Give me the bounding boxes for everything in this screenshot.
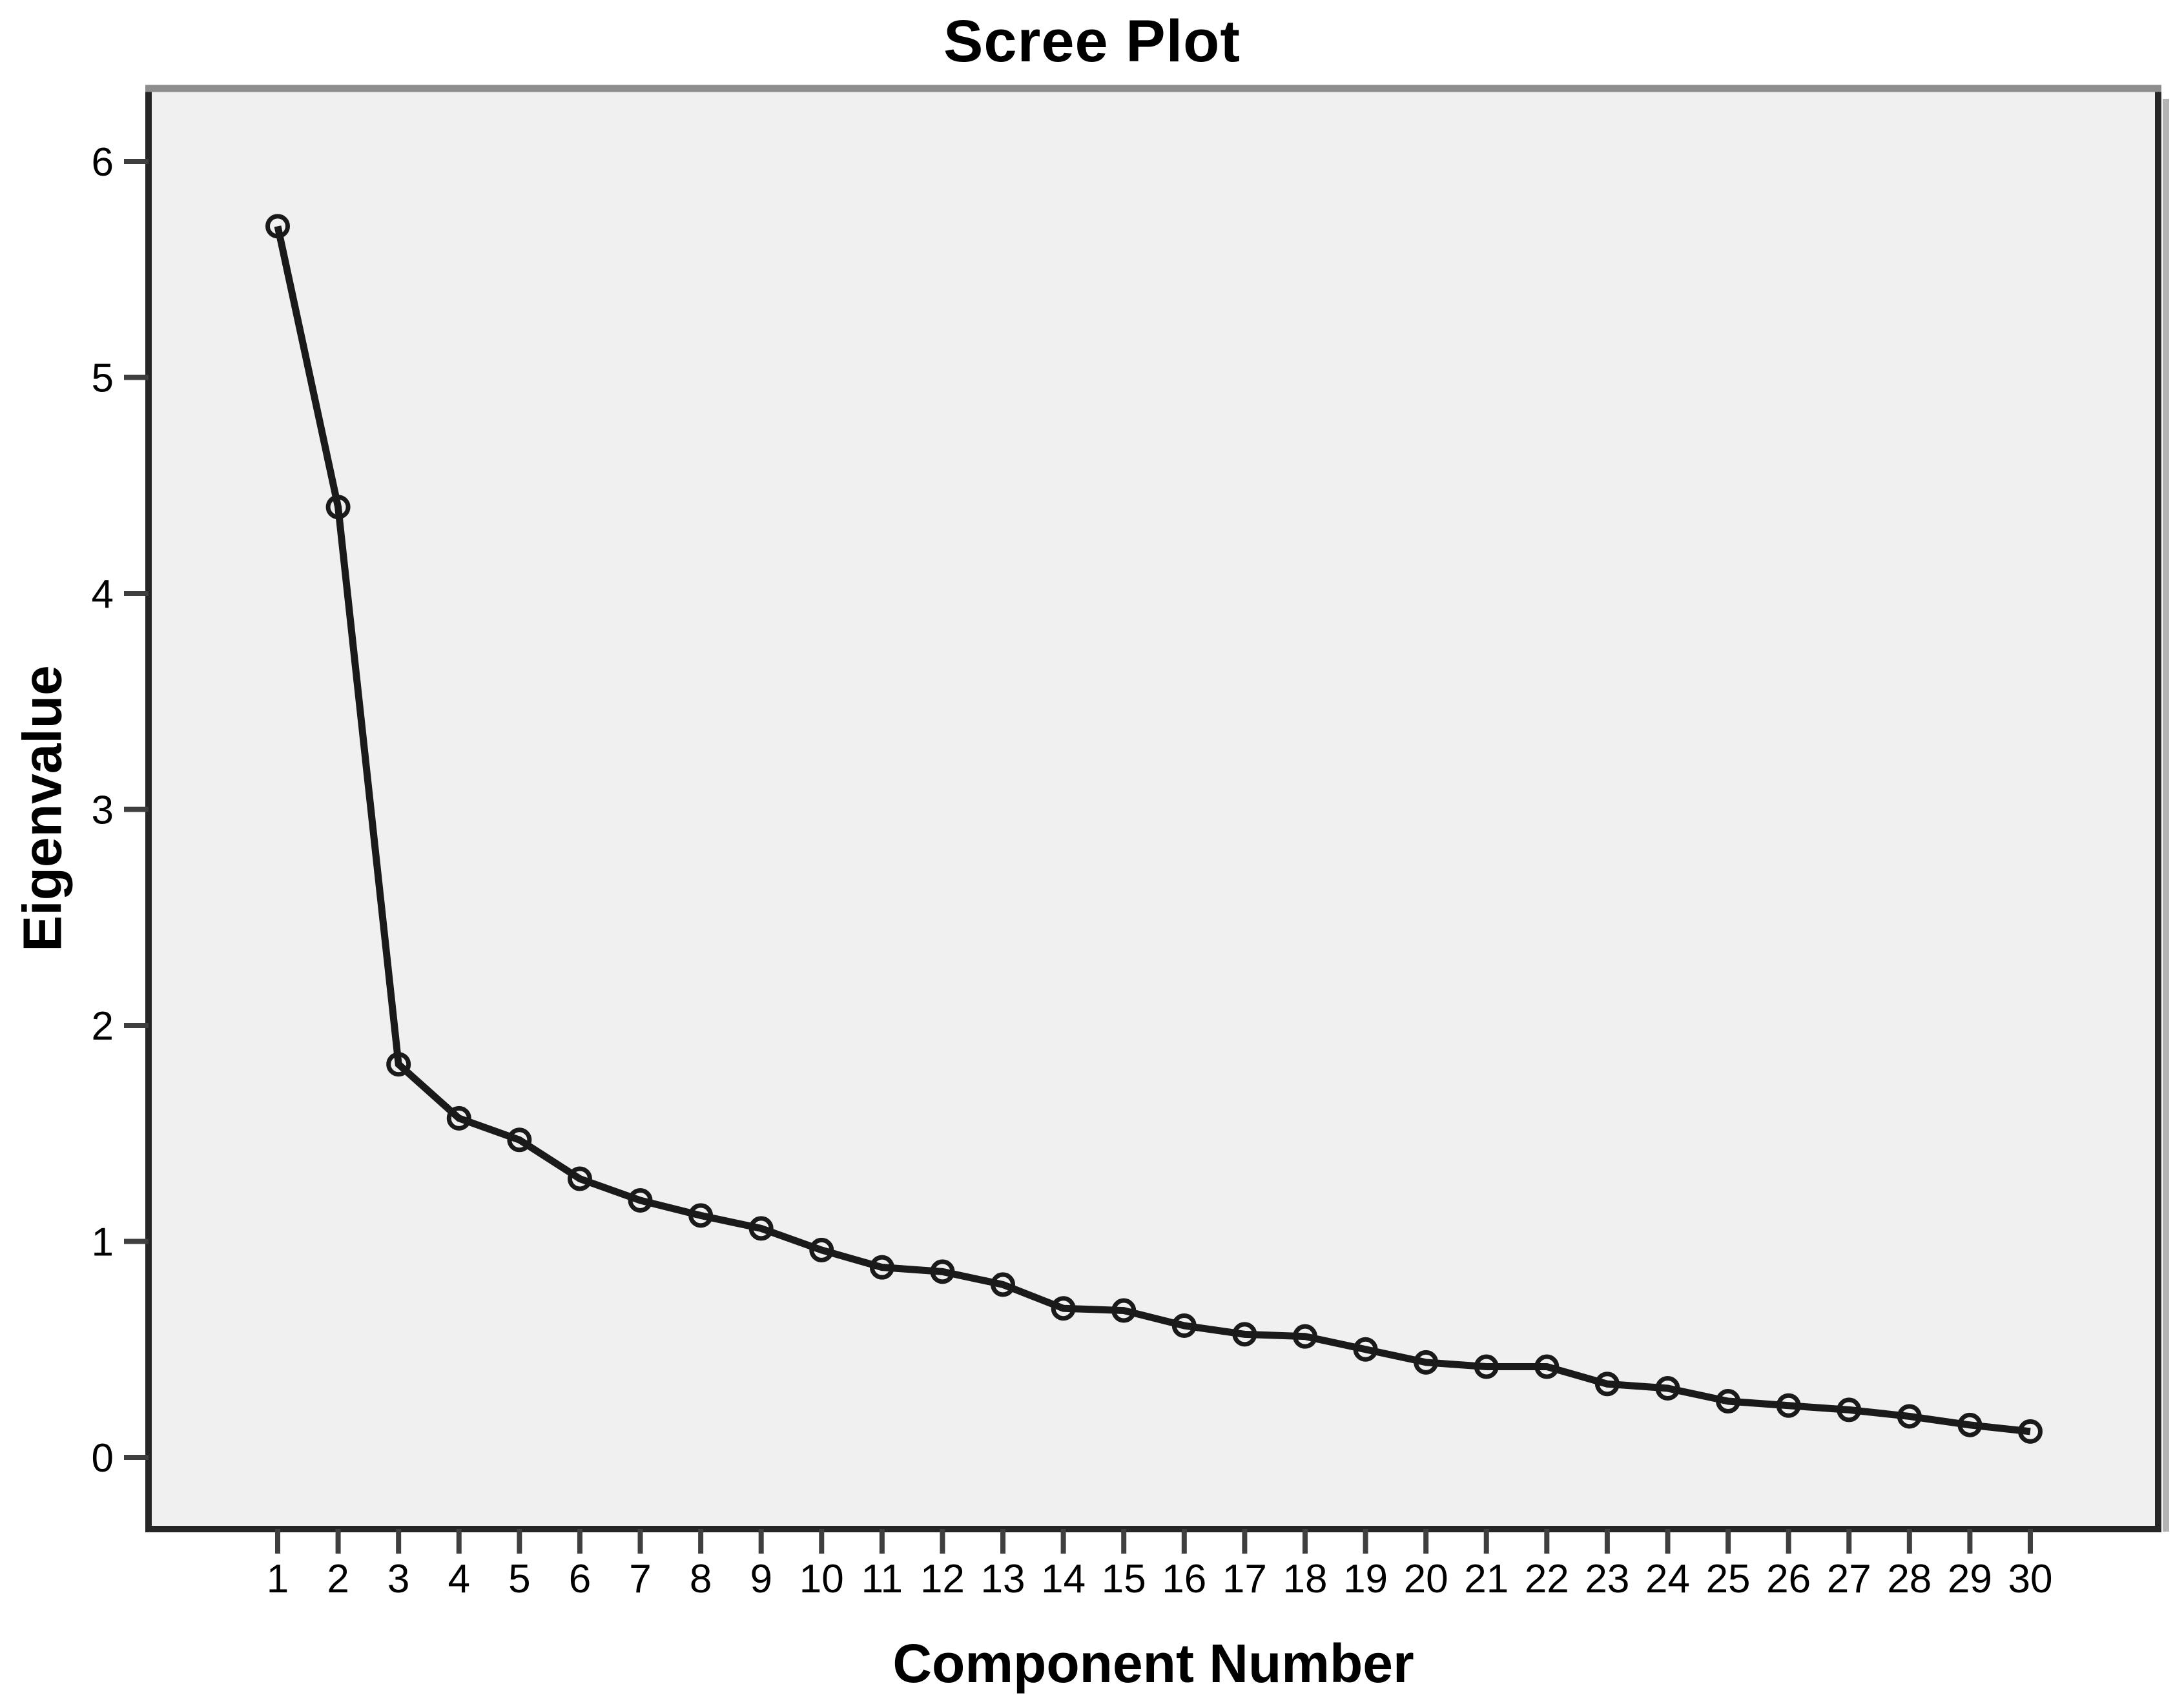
- y-tick-label: 2: [92, 1004, 114, 1049]
- x-tick-label: 11: [861, 1557, 903, 1601]
- data-point-marker: [809, 1237, 834, 1262]
- data-point-marker: [1716, 1389, 1741, 1414]
- data-point-marker: [1837, 1397, 1862, 1423]
- data-point-marker: [386, 1052, 411, 1077]
- chart-title: Scree Plot: [943, 8, 1241, 74]
- data-point-marker: [1051, 1296, 1076, 1321]
- x-tick-label: 19: [1343, 1557, 1388, 1601]
- x-tick-label: 21: [1464, 1557, 1509, 1601]
- y-tick-label: 1: [92, 1220, 114, 1265]
- x-tick-label: 5: [508, 1557, 530, 1601]
- data-point-marker: [2018, 1419, 2043, 1444]
- data-point-marker: [1171, 1313, 1197, 1338]
- data-point-marker: [1414, 1350, 1439, 1375]
- x-tick-label: 18: [1283, 1557, 1327, 1601]
- data-point-marker: [1655, 1375, 1680, 1401]
- x-tick-label: 27: [1827, 1557, 1871, 1601]
- y-tick-label: 4: [92, 572, 114, 617]
- x-tick-label: 10: [799, 1557, 844, 1601]
- data-point-marker: [991, 1272, 1016, 1297]
- x-tick-label: 23: [1585, 1557, 1629, 1601]
- x-tick-label: 4: [448, 1557, 470, 1601]
- data-point-marker: [1353, 1337, 1378, 1362]
- x-tick-label: 16: [1162, 1557, 1206, 1601]
- x-tick-label: 26: [1766, 1557, 1811, 1601]
- data-point-marker: [507, 1127, 532, 1153]
- x-tick-label: 2: [327, 1557, 349, 1601]
- data-point-marker: [1474, 1354, 1499, 1379]
- x-tick-label: 8: [690, 1557, 712, 1601]
- x-tick-label: 14: [1041, 1557, 1086, 1601]
- x-tick-label: 1: [267, 1557, 289, 1601]
- x-tick-label: 22: [1525, 1557, 1569, 1601]
- x-tick-label: 30: [2008, 1557, 2053, 1601]
- y-tick-label: 5: [92, 356, 114, 401]
- data-point-marker: [1957, 1412, 1983, 1437]
- data-point-marker: [1292, 1324, 1317, 1349]
- data-point-marker: [628, 1187, 653, 1213]
- data-point-marker: [930, 1259, 955, 1284]
- x-tick-label: 13: [981, 1557, 1025, 1601]
- y-tick-label: 3: [92, 788, 114, 833]
- data-point-marker: [325, 495, 351, 520]
- x-tick-label: 6: [569, 1557, 591, 1601]
- data-point-marker: [1232, 1322, 1257, 1347]
- data-point-marker: [1534, 1354, 1560, 1379]
- x-tick-label: 28: [1887, 1557, 1932, 1601]
- data-point-marker: [748, 1216, 774, 1241]
- x-tick-label: 20: [1404, 1557, 1448, 1601]
- data-point-marker: [688, 1203, 714, 1228]
- x-tick-label: 7: [629, 1557, 651, 1601]
- plot-background: [149, 88, 2158, 1529]
- x-tick-label: 9: [750, 1557, 772, 1601]
- data-point-marker: [1111, 1298, 1137, 1323]
- x-tick-label: 15: [1102, 1557, 1146, 1601]
- data-point-marker: [446, 1105, 471, 1131]
- x-tick-label: 12: [920, 1557, 965, 1601]
- data-point-marker: [567, 1166, 592, 1191]
- x-tick-label: 17: [1222, 1557, 1267, 1601]
- x-tick-label: 29: [1948, 1557, 1992, 1601]
- y-tick-label: 0: [92, 1436, 114, 1481]
- x-tick-label: 3: [387, 1557, 409, 1601]
- data-point-marker: [265, 214, 290, 239]
- x-axis-title: Component Number: [892, 1633, 1414, 1694]
- data-point-marker: [1594, 1372, 1620, 1397]
- data-point-marker: [1776, 1393, 1801, 1418]
- data-point-marker: [1897, 1404, 1922, 1429]
- y-tick-label: 6: [92, 140, 114, 185]
- x-tick-label: 25: [1706, 1557, 1751, 1601]
- data-point-marker: [869, 1255, 894, 1280]
- x-tick-label: 24: [1645, 1557, 1690, 1601]
